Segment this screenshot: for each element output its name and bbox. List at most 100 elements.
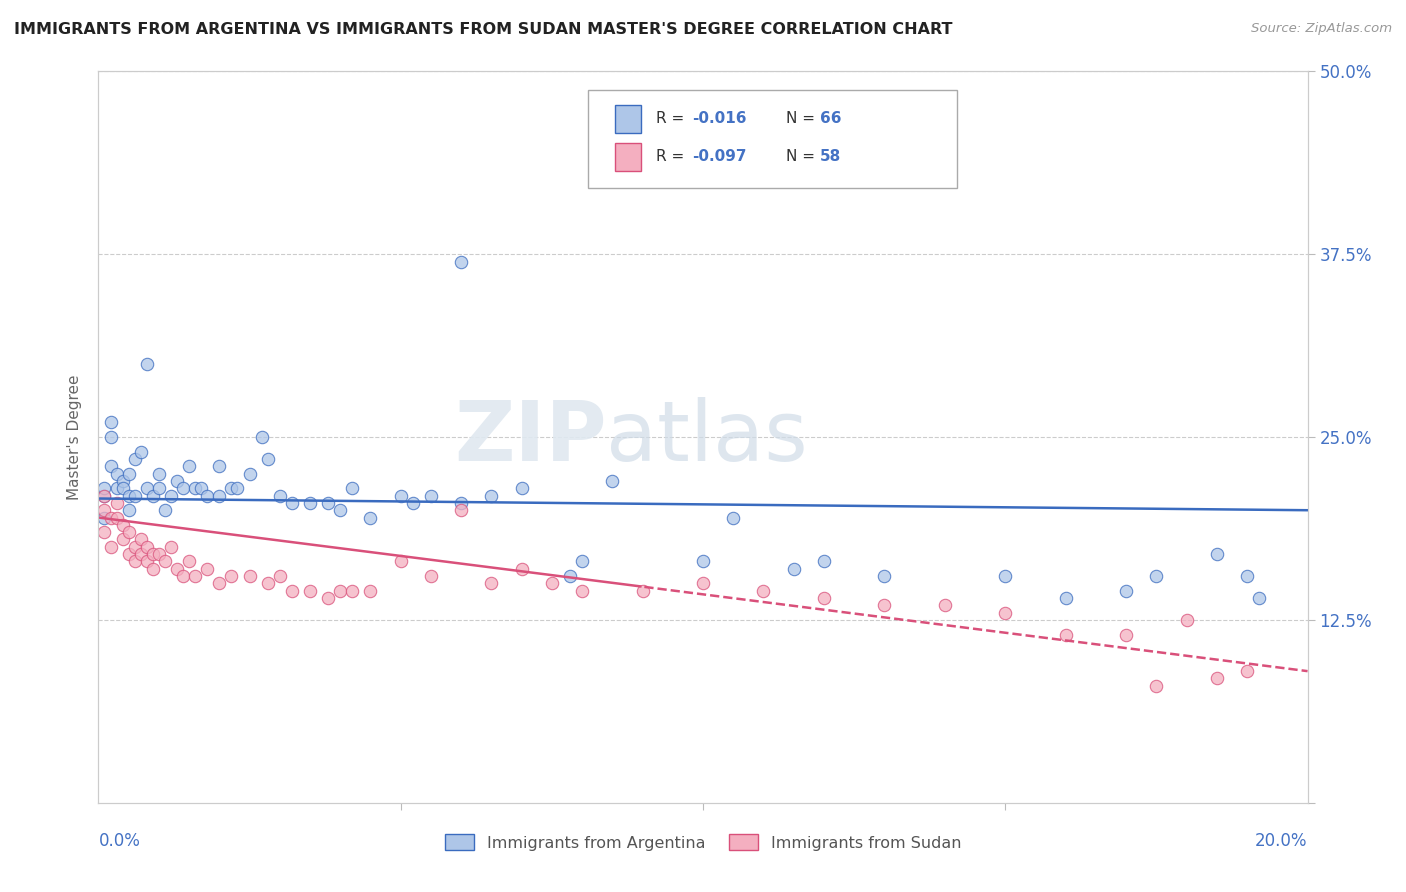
Point xyxy=(93,503,115,517)
Point xyxy=(166,562,188,576)
Point xyxy=(450,254,472,268)
Point xyxy=(316,591,339,605)
Point xyxy=(105,481,128,495)
Point xyxy=(250,430,273,444)
Point xyxy=(118,503,141,517)
Point xyxy=(105,510,128,524)
Point xyxy=(184,481,207,495)
Point xyxy=(752,583,775,598)
Point xyxy=(111,533,134,547)
Point xyxy=(93,489,115,503)
Point xyxy=(402,496,425,510)
Point xyxy=(93,525,115,540)
Point xyxy=(571,554,593,568)
Point xyxy=(1144,679,1167,693)
Point xyxy=(190,481,212,495)
Point xyxy=(360,510,382,524)
Point xyxy=(111,517,134,532)
Point xyxy=(118,467,141,481)
Point xyxy=(100,416,122,430)
Point xyxy=(172,569,194,583)
Legend: Immigrants from Argentina, Immigrants from Sudan: Immigrants from Argentina, Immigrants fr… xyxy=(439,828,967,857)
Text: R =: R = xyxy=(655,112,689,127)
Point xyxy=(142,562,165,576)
Point xyxy=(124,452,146,467)
Point xyxy=(1236,664,1258,678)
Point xyxy=(1236,569,1258,583)
Point xyxy=(602,474,624,488)
Point xyxy=(208,576,231,591)
Point xyxy=(481,576,503,591)
Point xyxy=(1206,547,1229,561)
Text: 20.0%: 20.0% xyxy=(1256,832,1308,850)
Text: R =: R = xyxy=(655,150,689,164)
Point xyxy=(100,459,122,474)
Point xyxy=(208,459,231,474)
Point xyxy=(342,481,364,495)
Point xyxy=(1206,672,1229,686)
Point xyxy=(329,583,352,598)
Point xyxy=(692,554,714,568)
Point xyxy=(148,547,170,561)
Point xyxy=(118,525,141,540)
Point xyxy=(692,576,714,591)
Point xyxy=(360,583,382,598)
Point xyxy=(100,540,122,554)
Text: -0.016: -0.016 xyxy=(692,112,747,127)
Point xyxy=(239,569,262,583)
Point xyxy=(93,489,115,503)
Point xyxy=(510,562,533,576)
Point xyxy=(1115,627,1137,641)
Point xyxy=(256,576,278,591)
Text: atlas: atlas xyxy=(606,397,808,477)
Point xyxy=(299,496,322,510)
Text: 0.0%: 0.0% xyxy=(98,832,141,850)
Point xyxy=(299,583,322,598)
FancyBboxPatch shape xyxy=(588,90,957,188)
Point xyxy=(1054,591,1077,605)
Point xyxy=(124,540,146,554)
Text: 66: 66 xyxy=(820,112,842,127)
Point xyxy=(329,503,352,517)
Point xyxy=(118,489,141,503)
Point xyxy=(93,510,115,524)
Point xyxy=(994,606,1017,620)
Text: 58: 58 xyxy=(820,150,842,164)
Point xyxy=(124,489,146,503)
Point xyxy=(135,481,157,495)
Point xyxy=(153,503,176,517)
Point xyxy=(129,533,152,547)
Point xyxy=(389,489,412,503)
Text: -0.097: -0.097 xyxy=(692,150,747,164)
Point xyxy=(118,547,141,561)
Point xyxy=(208,489,231,503)
Text: Source: ZipAtlas.com: Source: ZipAtlas.com xyxy=(1251,22,1392,36)
Point xyxy=(93,481,115,495)
Point xyxy=(100,510,122,524)
Point xyxy=(179,459,201,474)
Text: IMMIGRANTS FROM ARGENTINA VS IMMIGRANTS FROM SUDAN MASTER'S DEGREE CORRELATION C: IMMIGRANTS FROM ARGENTINA VS IMMIGRANTS … xyxy=(14,22,952,37)
Point xyxy=(135,554,157,568)
Point xyxy=(195,489,218,503)
Point xyxy=(631,583,654,598)
Point xyxy=(281,583,304,598)
Point xyxy=(148,481,170,495)
Point xyxy=(221,569,243,583)
Point xyxy=(571,583,593,598)
Point xyxy=(994,569,1017,583)
Point xyxy=(148,467,170,481)
Bar xyxy=(614,143,641,171)
Point xyxy=(1175,613,1198,627)
Point xyxy=(142,547,165,561)
Point xyxy=(420,489,443,503)
Point xyxy=(105,467,128,481)
Point xyxy=(179,554,201,568)
Point xyxy=(813,554,835,568)
Point xyxy=(221,481,243,495)
Point xyxy=(281,496,304,510)
Point xyxy=(111,481,134,495)
Point xyxy=(389,554,412,568)
Point xyxy=(105,496,128,510)
Point xyxy=(172,481,194,495)
Point xyxy=(135,540,157,554)
